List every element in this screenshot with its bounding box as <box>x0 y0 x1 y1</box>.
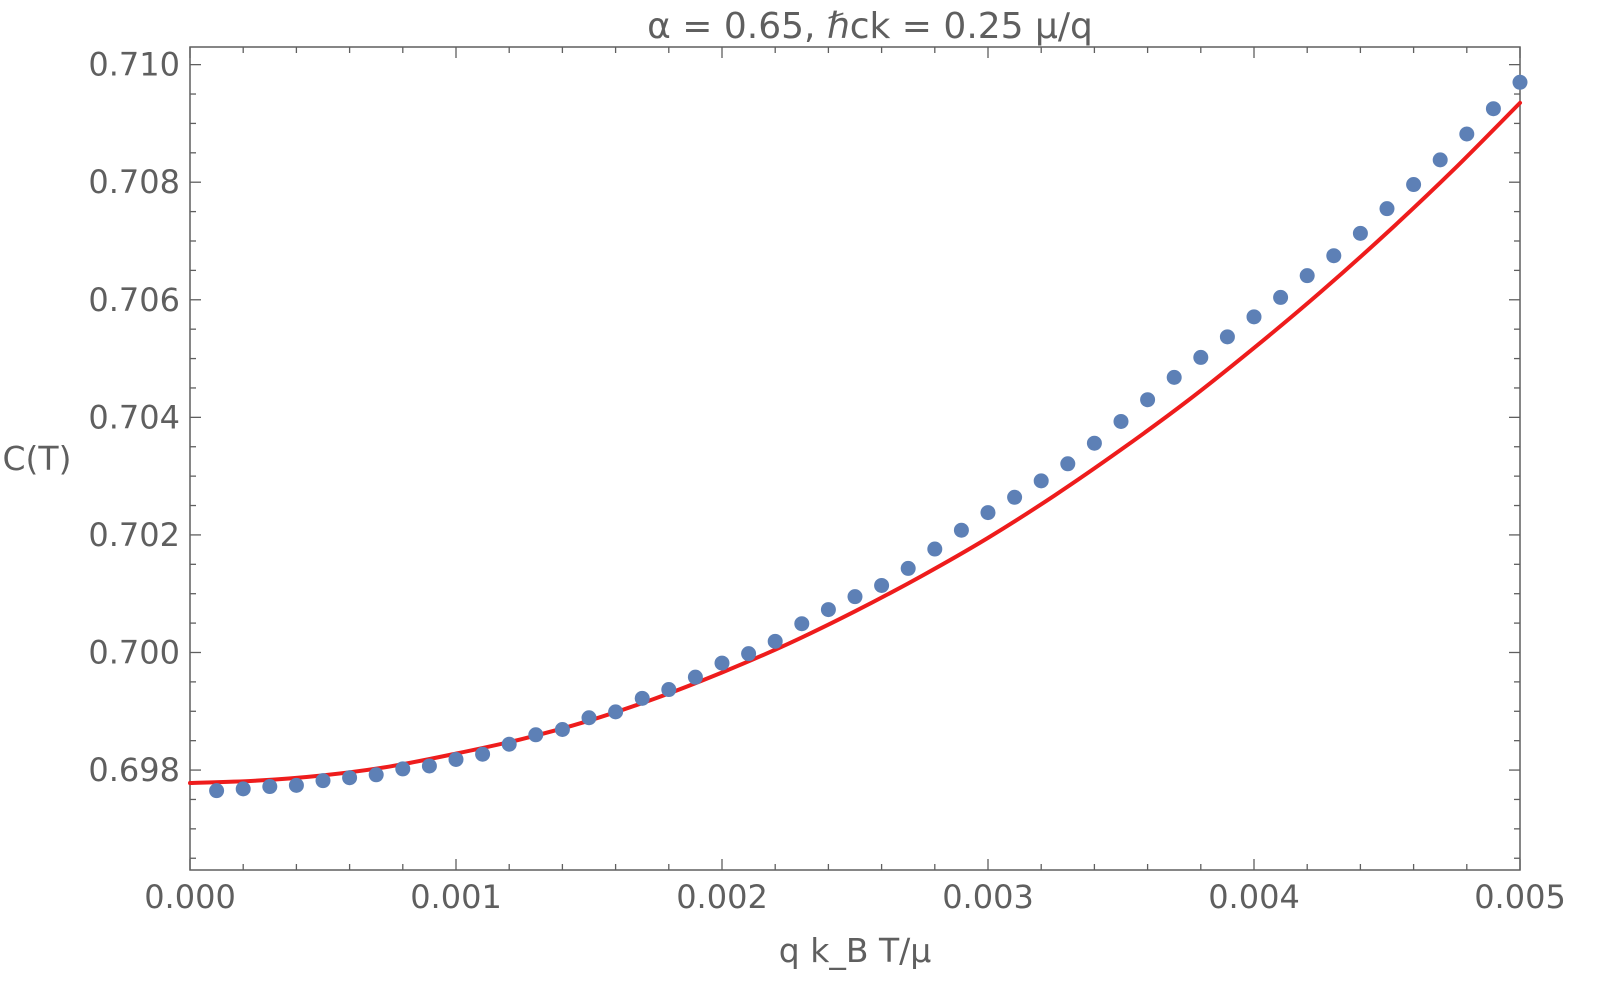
x-tick-labels: 0.000 0.001 0.002 0.003 0.004 0.005 <box>144 878 1566 916</box>
data-point <box>1219 329 1235 345</box>
data-point <box>1193 349 1209 365</box>
data-point <box>1007 489 1023 505</box>
y-tick-label: 0.698 <box>88 751 180 789</box>
data-point <box>1326 248 1342 264</box>
x-tick-label: 0.000 <box>144 878 236 916</box>
data-point <box>501 736 517 752</box>
data-points <box>209 74 1528 799</box>
data-point <box>342 770 358 786</box>
axis-ticks <box>189 47 1521 870</box>
y-tick-labels: 0.698 0.700 0.702 0.704 0.706 0.708 0.710 <box>88 46 180 789</box>
data-point <box>714 655 730 671</box>
y-tick-label: 0.708 <box>88 163 180 201</box>
x-tick-label: 0.003 <box>942 878 1034 916</box>
data-point <box>315 773 331 789</box>
x-tick-label: 0.005 <box>1474 878 1566 916</box>
y-tick-label: 0.704 <box>88 398 180 436</box>
data-point <box>554 722 570 738</box>
y-tick-label: 0.702 <box>88 516 180 554</box>
data-point <box>687 669 703 685</box>
x-tick-label: 0.002 <box>676 878 768 916</box>
data-point <box>608 704 624 720</box>
x-tick-label: 0.004 <box>1208 878 1300 916</box>
data-point <box>368 767 384 783</box>
data-point <box>475 746 491 762</box>
data-point <box>1246 309 1262 325</box>
y-axis-label: C(T) <box>3 439 72 478</box>
data-point <box>847 589 863 605</box>
data-point <box>1512 74 1528 90</box>
data-point <box>767 633 783 649</box>
data-point <box>1113 413 1129 429</box>
data-point <box>741 646 757 662</box>
data-point <box>980 505 996 521</box>
y-tick-label: 0.710 <box>88 46 180 84</box>
data-point <box>235 781 251 797</box>
data-point <box>262 779 278 795</box>
data-point <box>1140 392 1156 408</box>
data-point <box>1485 101 1501 117</box>
chart-title: α = 0.65, ℏck = 0.25 μ/q <box>647 6 1093 47</box>
data-point <box>1086 435 1102 451</box>
data-point <box>528 727 544 743</box>
data-point <box>874 577 890 593</box>
data-point <box>1406 177 1422 193</box>
data-point <box>927 541 943 557</box>
plot-frame <box>189 46 1521 871</box>
x-tick-label: 0.001 <box>410 878 502 916</box>
data-point <box>634 690 650 706</box>
x-axis-label: q k_B T/μ <box>779 931 931 970</box>
data-point <box>288 777 304 793</box>
y-tick-label: 0.700 <box>88 633 180 671</box>
data-point <box>953 522 969 538</box>
data-point <box>209 783 225 799</box>
data-point <box>661 682 677 698</box>
data-point <box>1166 369 1182 385</box>
data-point <box>1459 126 1475 142</box>
data-point <box>900 560 916 576</box>
data-point <box>794 616 810 632</box>
data-point <box>581 710 597 726</box>
data-point <box>421 758 437 774</box>
data-point <box>1033 473 1049 489</box>
data-point <box>395 761 411 777</box>
data-point <box>1273 289 1289 305</box>
y-tick-label: 0.706 <box>88 281 180 319</box>
data-point <box>1060 456 1076 472</box>
data-point <box>1432 152 1448 168</box>
data-point <box>1379 201 1395 217</box>
data-point <box>820 602 836 618</box>
fit-line <box>188 100 1522 785</box>
data-point <box>1299 268 1315 284</box>
data-point <box>448 751 464 767</box>
data-point <box>1352 225 1368 241</box>
